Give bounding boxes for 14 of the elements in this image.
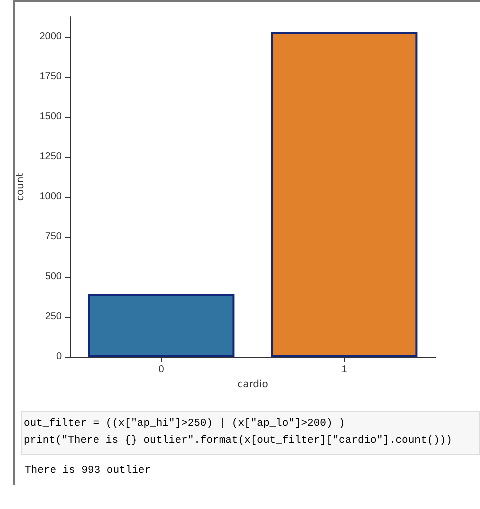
y-tick-label: 1750	[40, 72, 62, 82]
x-tick-label: 1	[342, 364, 348, 376]
y-tick-label: 1250	[40, 152, 62, 162]
y-tick-label: 2000	[40, 32, 62, 42]
text: There is 993 outlier	[25, 465, 152, 477]
y-tick-label: 750	[45, 232, 62, 242]
y-tick-label: 250	[45, 312, 62, 322]
x-axis-title: cardio	[238, 379, 268, 390]
y-tick-label: 1000	[40, 192, 62, 202]
y-axis-title: count	[16, 172, 26, 202]
y-tick-label: 500	[45, 272, 62, 282]
code-cell: out_filter = ((x["ap_hi"]>250) | (x["ap_lo"]>200) ) print("There is {} outlier".format(x[out_filter]["cardio"].count()))	[21, 411, 480, 455]
y-tick-label: 1500	[40, 112, 62, 122]
y-tick-label: 0	[56, 352, 62, 362]
